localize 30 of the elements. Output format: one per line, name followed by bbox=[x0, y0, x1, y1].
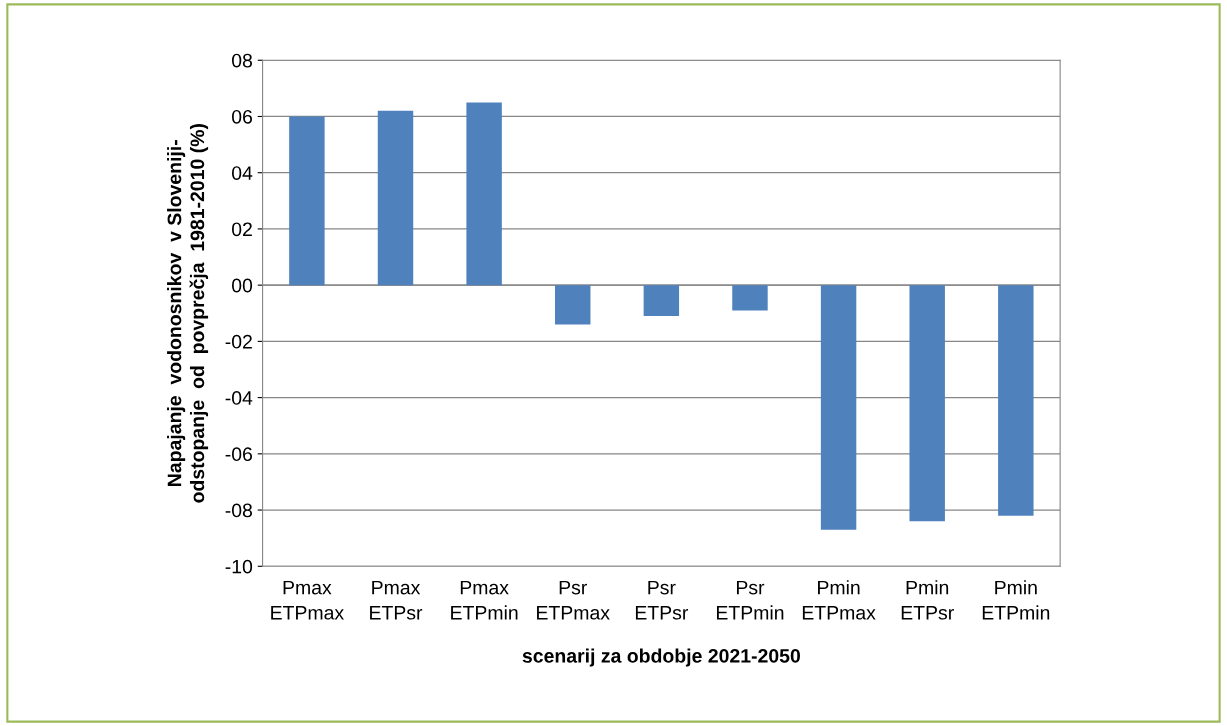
y-tick-label: 02 bbox=[231, 222, 252, 237]
x-tick-label: Psr ETPmax bbox=[537, 580, 610, 620]
bar bbox=[909, 285, 945, 522]
y-tick-label: 04 bbox=[231, 166, 253, 180]
y-tick-label: 08 bbox=[231, 53, 253, 68]
y-tick-label: -04 bbox=[225, 391, 253, 405]
bar bbox=[377, 110, 414, 286]
x-axis-title: scenarij za obdobje 2021-2050 bbox=[522, 648, 800, 667]
bar bbox=[820, 285, 857, 530]
bar bbox=[555, 285, 591, 325]
bar bbox=[466, 102, 502, 286]
x-tick-label: Pmax ETPsr bbox=[370, 580, 423, 620]
x-tick-label: Pmin ETPmin bbox=[982, 580, 1050, 620]
y-tick-label: -08 bbox=[225, 503, 253, 518]
y-tick-label: -06 bbox=[225, 447, 252, 462]
x-tick-label: Psr ETPsr bbox=[635, 580, 689, 620]
x-tick-label: Pmax ETPmin bbox=[451, 580, 518, 620]
y-tick-label: 06 bbox=[231, 109, 252, 124]
bar bbox=[289, 116, 325, 286]
y-tick-label: 00 bbox=[231, 278, 253, 293]
x-tick-label: Pmax ETPmax bbox=[271, 580, 344, 620]
bar bbox=[643, 285, 680, 317]
bar bbox=[732, 285, 768, 311]
y-tick-label: -02 bbox=[225, 334, 252, 349]
x-tick-label: Psr ETPmin bbox=[716, 580, 784, 620]
x-tick-label: Pmin ETPmax bbox=[802, 580, 876, 620]
bar bbox=[998, 285, 1034, 516]
y-tick-label: -10 bbox=[225, 559, 253, 574]
x-tick-label: Pmin ETPsr bbox=[901, 580, 954, 620]
y-axis-title: Napajanje vodonosnikov v Sloveniji- odstopanje od povprečja 1981-2010 (%) bbox=[167, 124, 209, 503]
